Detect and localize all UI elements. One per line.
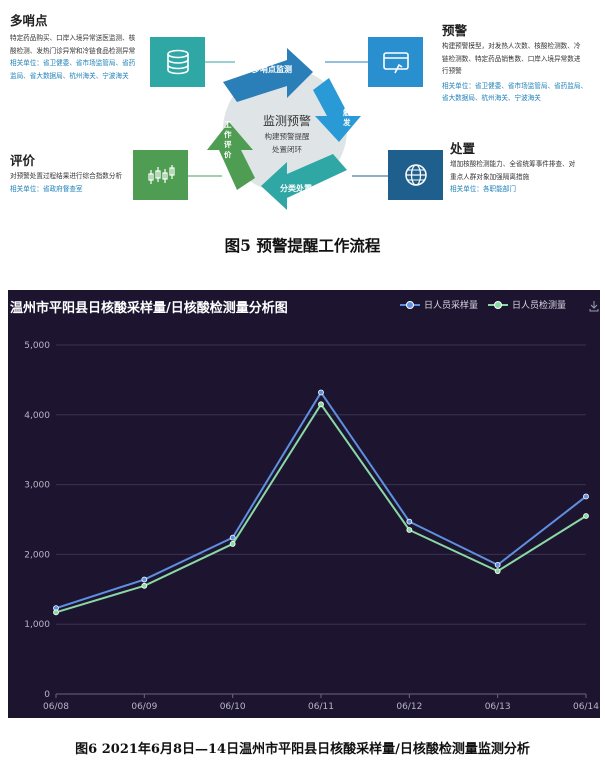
y-tick-label: 4,000	[24, 411, 50, 421]
legend-swatch	[488, 300, 508, 310]
data-point	[494, 561, 501, 568]
text-line: 酸检测、发热门诊异常和冷链食品检测异常	[10, 46, 136, 55]
chart-panel	[8, 290, 600, 718]
legend-swatch	[400, 300, 420, 310]
candlestick-icon	[133, 150, 188, 200]
data-point	[141, 582, 148, 589]
text-line: 构建预警模型，对发热人次数、核酸检测数、冷	[442, 42, 581, 50]
cycle-center-title: 监测预警	[262, 114, 311, 128]
legend-item[interactable]: 日人员检测量	[488, 298, 566, 311]
data-point	[229, 541, 236, 547]
x-tick-label: 06/12	[396, 702, 422, 712]
section-body-warning: 构建预警模型，对发热人次数、核酸检测数、冷 链检测数、特定药品销售数、口岸入境异…	[442, 40, 587, 105]
arrow-label-left: 工作评价	[224, 120, 232, 159]
arrow-top	[223, 48, 313, 102]
related-units: 省大数据局、杭州海关、宁波海关	[442, 94, 541, 103]
data-point	[406, 518, 413, 525]
related-units: 相关单位：省卫健委、省市场监管局、省药监局、	[442, 81, 588, 90]
arrow-bottom	[261, 154, 347, 210]
text-line: 对预警处置过程结果进行综合指数分析	[10, 172, 123, 180]
y-tick-label: 0	[44, 690, 50, 700]
legend-label: 日人员采样量	[424, 301, 479, 311]
data-point	[318, 389, 324, 396]
y-tick-label: 5,000	[24, 341, 50, 351]
connector-lines	[188, 61, 388, 177]
text-line: 行预警	[442, 67, 462, 76]
related-units: 监局、省大数据局、杭州海关、宁波海关	[10, 71, 129, 80]
card-icon	[368, 37, 423, 87]
x-tick-label: 06/08	[43, 702, 69, 712]
arrow-label-bottom: 分类处置	[280, 184, 312, 193]
section-title-evaluation: 评价	[10, 153, 36, 168]
section-title-warning: 预警	[442, 23, 468, 38]
related-units: 相关单位：省政府督查室	[10, 184, 83, 193]
y-tick-label: 2,000	[24, 550, 50, 560]
section-title-sentinel: 多哨点	[10, 13, 48, 28]
legend-item[interactable]: 日人员采样量	[400, 298, 478, 311]
arrow-left	[207, 122, 255, 190]
data-point	[494, 568, 501, 575]
x-tick-label: 06/10	[220, 702, 246, 712]
section-body-evaluation: 对预警处置过程结果进行综合指数分析 相关单位：省政府督查室	[10, 170, 122, 195]
section-title-disposal: 处置	[450, 141, 476, 156]
figure-caption: 图6 2021年6月8日—14日温州市平阳县日核酸采样量/日核酸检测量监测分析	[75, 742, 530, 757]
figure-caption: 图5 预警提醒工作流程	[224, 236, 381, 255]
x-tick-label: 06/14	[573, 702, 599, 712]
cycle-graphic	[207, 48, 361, 210]
y-tick-label: 3,000	[24, 481, 50, 491]
text-line: 重点人群对象加强隔离措施	[450, 172, 530, 181]
chart-title: 温州市平阳县日核酸采样量/日核酸检测量分析图	[10, 301, 288, 316]
data-point	[583, 513, 589, 519]
globe-icon	[388, 150, 443, 200]
cycle-background	[223, 68, 347, 192]
x-tick-label: 06/13	[485, 702, 511, 712]
data-point	[229, 534, 236, 541]
database-icon	[150, 37, 205, 87]
line-chart: 0 1,000 2,000 3,000 4,000 5,000 06/08 06/09 06/1…	[24, 341, 599, 712]
related-units: 相关单位：省卫健委、省市场监管局、省药	[10, 59, 136, 68]
y-tick-label: 1,000	[24, 620, 50, 630]
text-line: 特定药品购买、口岸入境异常送医监测、核	[10, 34, 136, 42]
data-point	[583, 493, 589, 500]
download-icon[interactable]	[588, 300, 600, 312]
data-point	[141, 576, 148, 583]
x-tick-label: 06/09	[131, 702, 157, 712]
arrow-right	[313, 78, 361, 142]
section-body-disposal: 增加核酸检测能力、全省统筹事件排查、对 重点人群对象加强隔离措施 相关单位：各职…	[450, 158, 575, 196]
data-point	[406, 527, 413, 533]
cycle-center-subtitle: 构建预警提醒	[264, 132, 310, 141]
text-line: 链检测数、特定药品销售数、口岸入境异常数进	[442, 54, 581, 63]
section-body-sentinel: 特定药品购买、口岸入境异常送医监测、核 酸检测、发热门诊异常和冷链食品检测异常 …	[10, 32, 135, 82]
series-line-1	[55, 390, 587, 610]
arrow-label-right: 预警触发	[343, 88, 351, 127]
related-units: 相关单位：各职能部门	[450, 185, 516, 194]
data-point	[318, 401, 324, 408]
legend-label: 日人员检测量	[512, 301, 567, 311]
series-line-2	[55, 402, 587, 614]
data-point	[53, 609, 59, 616]
text-line: 增加核酸检测能力、全省统筹事件排查、对	[450, 160, 576, 168]
arrow-label-top: 多哨点监测	[252, 65, 292, 74]
x-tick-label: 06/11	[308, 702, 334, 712]
cycle-center-subtitle: 处置闭环	[272, 145, 302, 154]
